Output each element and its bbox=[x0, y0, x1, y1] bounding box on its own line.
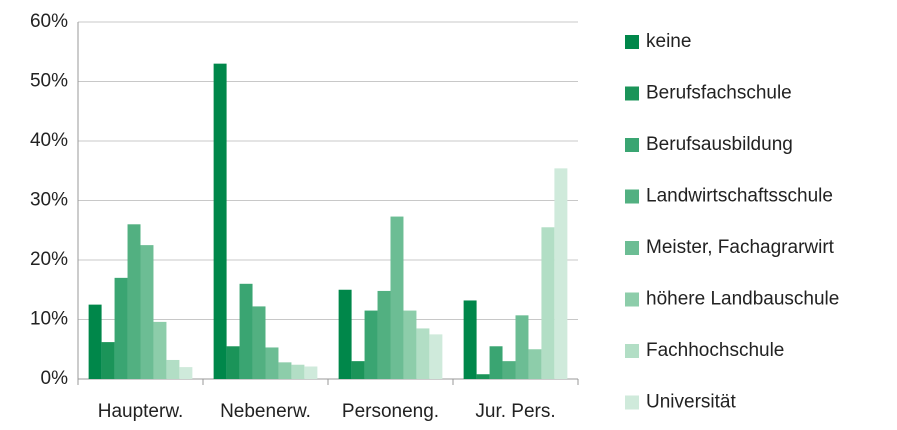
bar bbox=[502, 361, 516, 379]
legend-label: Landwirtschaftsschule bbox=[646, 186, 833, 207]
y-tick-label: 10% bbox=[30, 309, 68, 330]
x-tick-label: Personeng. bbox=[342, 401, 439, 422]
x-tick-label: Nebenerw. bbox=[220, 401, 311, 422]
bar bbox=[265, 347, 279, 379]
x-tick-label: Jur. Pers. bbox=[475, 401, 555, 422]
legend-label: Fachhochschule bbox=[646, 340, 784, 361]
bar bbox=[252, 306, 266, 379]
y-tick-label: 40% bbox=[30, 130, 68, 151]
bar bbox=[554, 168, 568, 379]
legend-swatch bbox=[625, 86, 639, 101]
bar bbox=[351, 361, 365, 379]
bar bbox=[463, 300, 477, 379]
bar bbox=[515, 315, 529, 379]
legend-swatch bbox=[625, 292, 639, 307]
legend-label: Berufsfachschule bbox=[646, 83, 792, 104]
legend-swatch bbox=[625, 138, 639, 152]
y-tick-label: 0% bbox=[41, 368, 69, 389]
bar bbox=[153, 321, 167, 379]
y-tick-label: 20% bbox=[30, 249, 68, 270]
bar bbox=[541, 227, 555, 379]
bar bbox=[476, 374, 490, 379]
bar bbox=[377, 290, 391, 379]
legend-swatch bbox=[625, 344, 639, 358]
bar bbox=[528, 349, 542, 379]
bar bbox=[213, 63, 227, 380]
bar bbox=[338, 289, 352, 379]
bar bbox=[127, 224, 141, 379]
legend-swatch bbox=[625, 241, 639, 255]
bar bbox=[179, 367, 193, 379]
legend-label: keine bbox=[646, 31, 691, 52]
y-tick-label: 60% bbox=[30, 11, 68, 32]
bar bbox=[278, 362, 292, 379]
bar bbox=[291, 364, 305, 379]
bar bbox=[239, 283, 253, 379]
legend-swatch bbox=[625, 189, 639, 204]
x-tick-label: Haupterw. bbox=[98, 401, 184, 422]
legend-label: Berufsausbildung bbox=[646, 134, 793, 155]
bar bbox=[429, 334, 443, 379]
y-tick-label: 50% bbox=[30, 71, 68, 92]
bar bbox=[416, 328, 430, 379]
legend-label: Meister, Fachagrarwirt bbox=[646, 237, 835, 258]
legend-swatch bbox=[625, 35, 639, 49]
bar bbox=[101, 342, 115, 379]
bar bbox=[140, 245, 154, 379]
bar bbox=[88, 304, 102, 379]
bar bbox=[489, 346, 503, 379]
bar bbox=[114, 277, 128, 379]
legend-label: Universität bbox=[646, 392, 736, 413]
bar bbox=[166, 359, 180, 379]
legend-swatch bbox=[625, 395, 639, 410]
legend-label: höhere Landbauschule bbox=[646, 289, 839, 310]
y-tick-label: 30% bbox=[30, 190, 68, 211]
bar bbox=[226, 346, 240, 379]
bar bbox=[304, 366, 318, 379]
bar bbox=[403, 310, 417, 379]
bar bbox=[364, 310, 378, 379]
bar bbox=[390, 216, 404, 379]
